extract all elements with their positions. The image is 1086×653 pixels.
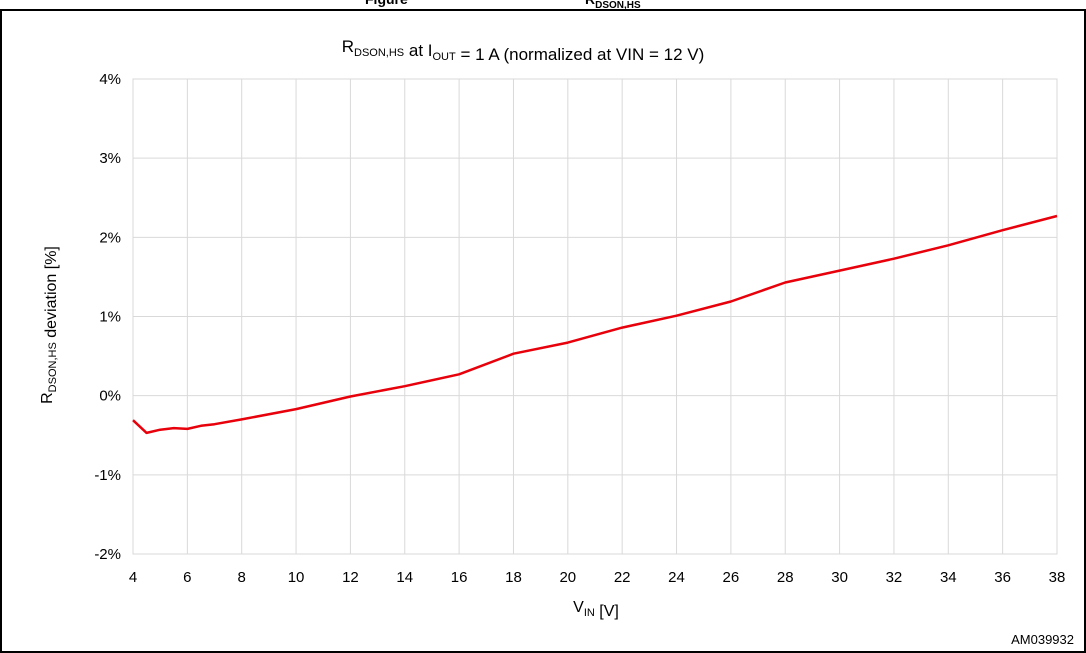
x-tick-label: 12: [342, 569, 359, 586]
y-tick-label: 1%: [99, 309, 121, 326]
x-tick-label: 34: [940, 569, 957, 586]
series-layer: [132, 214, 1058, 435]
x-tick-label: 22: [614, 569, 631, 586]
y-tick-label: -1%: [94, 467, 121, 484]
y-tick-label: 3%: [99, 150, 121, 167]
x-tick-labels: 4 6 8 10 12 14 16 18 20 22 24 26 28 30 32 34 36 38: [129, 569, 1066, 586]
chart-frame: [0, 9, 1086, 653]
x-axis-label: VIN [V]: [573, 599, 619, 620]
y-tick-label: 2%: [99, 229, 121, 246]
y-tick-label: 4%: [99, 71, 121, 88]
chart-title: RDSON,HS at IOUT = 1 A (normalized at VI…: [342, 37, 705, 64]
x-tick-label: 36: [994, 569, 1011, 586]
x-tick-label: 32: [886, 569, 903, 586]
x-tick-label: 30: [831, 569, 848, 586]
x-tick-label: 24: [668, 569, 685, 586]
plot-border: [132, 78, 1058, 555]
figure-id: AM039932: [1011, 632, 1074, 647]
x-tick-label: 4: [129, 569, 137, 586]
x-tick-label: 28: [777, 569, 794, 586]
y-tick-labels: 4% 3% 2% 1% 0% -1% -2%: [94, 71, 121, 563]
x-tick-label: 18: [505, 569, 522, 586]
series-line: [132, 214, 1058, 435]
x-tick-label: 38: [1049, 569, 1066, 586]
x-tick-label: 20: [559, 569, 576, 586]
caption-fragment-left: Figure: [365, 0, 408, 7]
x-tick-label: 26: [723, 569, 740, 586]
x-tick-label: 16: [451, 569, 468, 586]
x-tick-label: 6: [183, 569, 191, 586]
y-tick-label: 0%: [99, 388, 121, 405]
x-tick-label: 10: [288, 569, 305, 586]
x-tick-label: 8: [238, 569, 246, 586]
plot-area: [132, 78, 1058, 555]
y-axis-label: RDSON,HS deviation [%]: [39, 246, 60, 404]
y-tick-label: -2%: [94, 546, 121, 563]
caption-fragment-right: RDSON,HS: [585, 0, 641, 11]
grid: [132, 78, 1058, 555]
x-tick-label: 14: [396, 569, 413, 586]
